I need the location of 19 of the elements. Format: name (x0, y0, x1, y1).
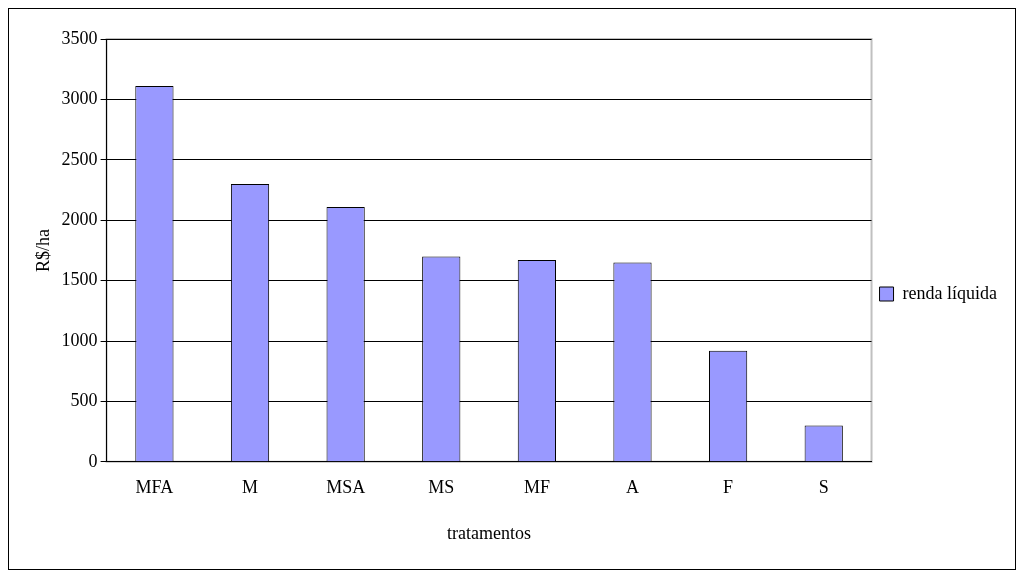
x-tick-label: MFA (135, 477, 174, 498)
y-tick-label: 1500 (61, 269, 98, 290)
x-tick-label: MF (523, 477, 550, 498)
x-axis-title: tratamentos (447, 522, 532, 543)
y-tick-label: 500 (70, 390, 98, 411)
y-tick-label: 3500 (61, 27, 98, 48)
y-tick-label: 2000 (61, 208, 98, 229)
y-axis-title: R$/ha (32, 228, 53, 272)
x-tick-label: MS (428, 477, 455, 498)
legend-label: renda líquida (902, 282, 998, 303)
y-tick-label: 3000 (61, 88, 98, 109)
x-tick-label: A (625, 477, 639, 498)
x-tick-label: M (242, 477, 259, 498)
x-tick-label: F (723, 477, 734, 498)
x-tick-label: S (818, 477, 829, 498)
y-tick-label: 1000 (61, 329, 98, 350)
x-tick-label: MSA (326, 477, 366, 498)
y-tick-label: 0 (88, 450, 98, 471)
y-tick-label: 2500 (61, 148, 98, 169)
